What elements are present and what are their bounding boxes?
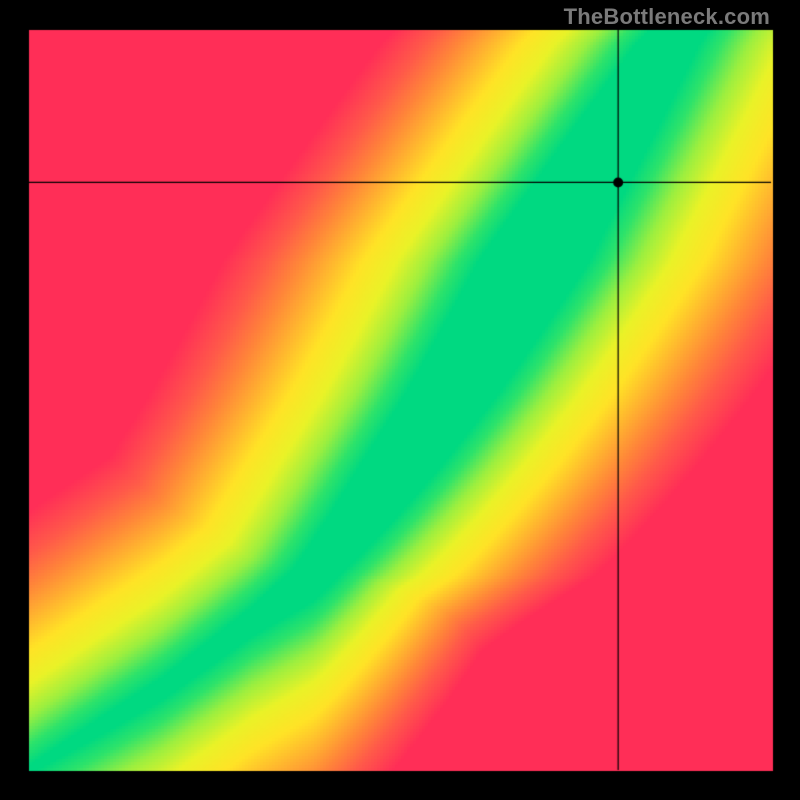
heatmap-canvas bbox=[0, 0, 800, 800]
watermark-text: TheBottleneck.com bbox=[564, 4, 770, 30]
bottleneck-heatmap-container: TheBottleneck.com bbox=[0, 0, 800, 800]
